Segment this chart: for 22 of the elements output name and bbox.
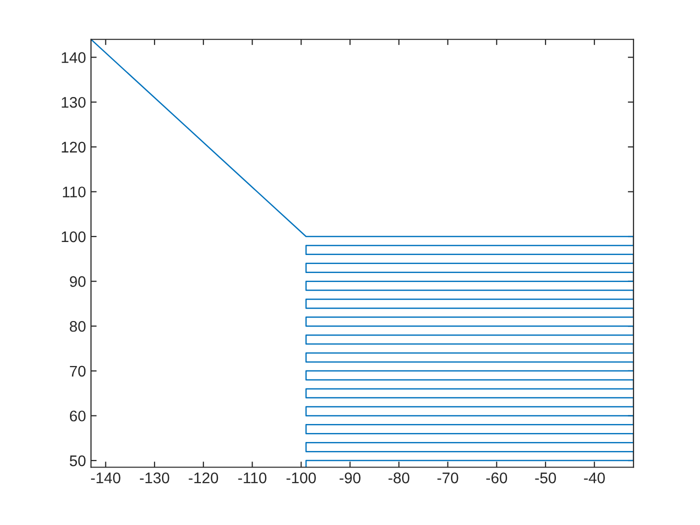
y-tick-label: 80 — [70, 320, 86, 332]
y-tick-label: 130 — [62, 96, 86, 108]
x-tick-label: -80 — [388, 472, 410, 484]
y-tick-label: 120 — [62, 142, 86, 153]
y-tick-label: 50 — [70, 455, 86, 466]
y-tick-label: 100 — [62, 231, 86, 242]
x-tick-label: -100 — [286, 472, 316, 484]
x-tick-label: -70 — [437, 472, 458, 484]
y-tick-label: 110 — [62, 186, 86, 198]
x-tick-label: -90 — [340, 472, 360, 484]
x-tick-label: -60 — [486, 472, 508, 484]
y-tick-label: 90 — [70, 276, 86, 287]
x-tick-label: -120 — [188, 472, 218, 484]
x-tick-label: -50 — [535, 472, 556, 484]
y-tick-label: 60 — [70, 410, 86, 422]
y-tick-label: 140 — [62, 52, 86, 63]
x-tick-label: -140 — [91, 472, 120, 484]
y-tick-label: 70 — [70, 366, 86, 377]
x-tick-label: -130 — [140, 472, 170, 484]
x-tick-label: -40 — [584, 472, 605, 484]
x-tick-label: -110 — [238, 472, 266, 484]
line-series — [91, 39, 634, 468]
